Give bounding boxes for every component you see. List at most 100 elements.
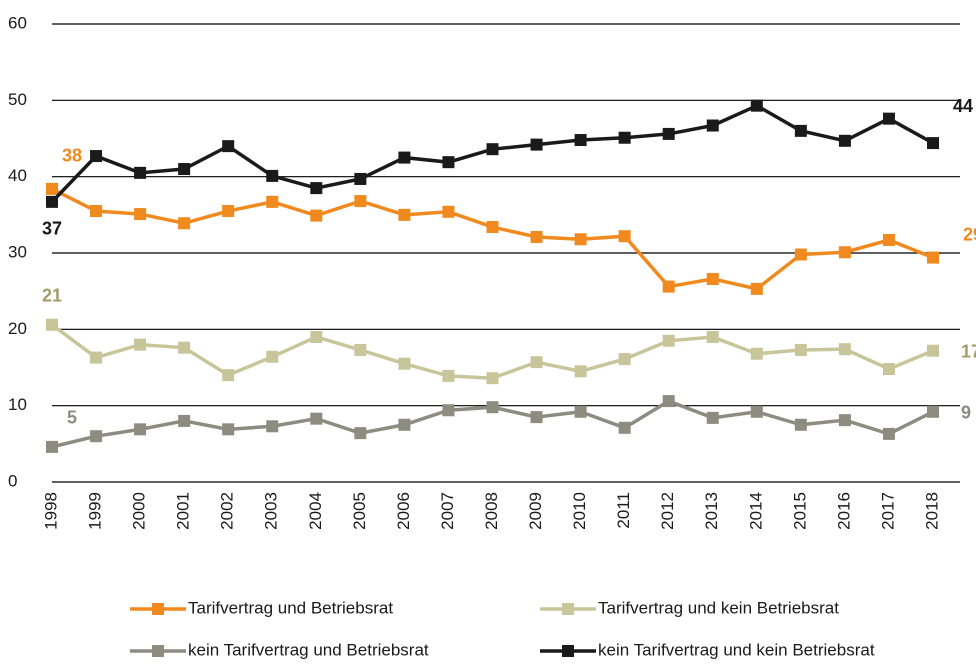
x-tick-label: 2005: [350, 492, 369, 530]
marker: [134, 338, 147, 351]
legend-marker: [562, 603, 574, 615]
marker: [662, 334, 675, 347]
marker: [794, 418, 807, 431]
y-tick-label: 30: [8, 242, 27, 261]
marker: [90, 150, 103, 163]
marker: [750, 282, 763, 295]
marker: [882, 363, 895, 376]
marker: [750, 347, 763, 360]
y-tick-label: 40: [8, 166, 27, 185]
value-label: 37: [42, 219, 62, 239]
marker: [706, 411, 719, 424]
marker: [530, 138, 543, 151]
legend-item: Tarifvertrag und Betriebsrat: [130, 598, 393, 617]
x-tick-label: 2013: [702, 492, 721, 530]
marker: [882, 427, 895, 440]
marker: [486, 372, 499, 385]
marker: [442, 404, 455, 417]
value-label: 9: [961, 403, 971, 423]
legend-item: Tarifvertrag und kein Betriebsrat: [540, 598, 839, 617]
x-tick-label: 2016: [834, 492, 853, 530]
legend-label: kein Tarifvertrag und kein Betriebsrat: [598, 640, 875, 659]
marker: [618, 421, 631, 434]
x-tick-label: 2003: [262, 492, 281, 530]
marker: [442, 205, 455, 218]
value-label: 5: [67, 408, 77, 428]
marker: [442, 369, 455, 382]
marker: [354, 427, 367, 440]
marker: [486, 401, 499, 414]
marker: [46, 182, 58, 195]
x-tick-label: 2011: [614, 492, 633, 529]
marker: [134, 423, 147, 436]
marker: [574, 405, 587, 418]
marker: [398, 418, 411, 431]
marker: [46, 195, 58, 208]
y-tick-label: 20: [8, 319, 27, 338]
x-tick-label: 2002: [218, 492, 237, 530]
legend-marker: [152, 645, 164, 657]
marker: [750, 405, 763, 418]
marker: [882, 112, 895, 125]
marker: [706, 272, 719, 285]
legend-item: kein Tarifvertrag und kein Betriebsrat: [540, 640, 875, 659]
legend-marker: [152, 603, 164, 615]
value-label: 29: [963, 224, 976, 244]
marker: [927, 137, 939, 150]
marker: [530, 230, 543, 243]
legend-label: Tarifvertrag und kein Betriebsrat: [598, 598, 839, 617]
marker: [706, 330, 719, 343]
marker: [134, 208, 147, 221]
marker: [398, 208, 411, 221]
value-label: 38: [62, 146, 82, 166]
marker: [266, 420, 279, 433]
marker: [618, 353, 631, 366]
series-line: [51, 187, 934, 291]
marker: [927, 344, 939, 357]
x-tick-label: 2006: [394, 492, 413, 530]
marker: [794, 124, 807, 137]
y-tick-label: 0: [8, 471, 17, 490]
y-tick-label: 50: [8, 90, 27, 109]
legend-label: Tarifvertrag und Betriebsrat: [188, 598, 393, 617]
value-label: 17: [961, 341, 976, 361]
x-tick-label: 2001: [174, 492, 193, 530]
marker: [178, 217, 191, 230]
marker: [310, 209, 323, 222]
marker: [927, 405, 939, 418]
marker: [838, 246, 851, 259]
marker: [706, 119, 719, 132]
marker: [90, 205, 103, 218]
marker: [662, 280, 675, 293]
marker: [882, 234, 895, 247]
marker: [618, 131, 631, 144]
marker: [222, 140, 235, 153]
marker: [222, 369, 235, 382]
legend-item: kein Tarifvertrag und Betriebsrat: [130, 640, 429, 659]
marker: [927, 251, 939, 264]
marker: [794, 343, 807, 356]
legend-marker: [562, 645, 574, 657]
x-tick-label: 1999: [86, 492, 105, 530]
marker: [574, 233, 587, 246]
marker: [46, 318, 58, 331]
marker: [90, 351, 103, 364]
marker: [310, 412, 323, 425]
marker: [398, 151, 411, 164]
x-tick-label: 2009: [526, 492, 545, 530]
marker: [266, 195, 279, 208]
marker: [574, 365, 587, 378]
x-tick-label: 2008: [482, 492, 501, 530]
x-tick-label: 2018: [922, 492, 941, 530]
marker: [618, 230, 631, 243]
y-tick-label: 60: [8, 13, 27, 32]
marker: [530, 356, 543, 369]
marker: [310, 330, 323, 343]
value-label: 44: [953, 96, 973, 116]
marker: [354, 172, 367, 185]
x-tick-label: 2014: [746, 492, 765, 530]
x-tick-label: 2007: [438, 492, 457, 530]
y-tick-label: 10: [8, 395, 27, 414]
marker: [838, 414, 851, 427]
